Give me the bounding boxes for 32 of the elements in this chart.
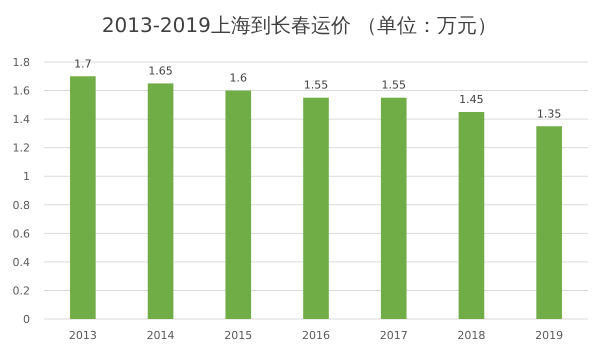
data-label: 1.7: [74, 57, 92, 70]
bar: [70, 76, 96, 319]
y-tick-label: 1.6: [12, 84, 30, 98]
x-tick-label: 2019: [535, 329, 564, 342]
bar: [225, 90, 252, 319]
y-tick-label: 1.8: [12, 56, 30, 69]
x-tick-label: 2014: [146, 329, 175, 342]
bar: [380, 98, 407, 319]
y-tick-label: 0: [23, 313, 30, 326]
data-label: 1.45: [459, 92, 484, 106]
data-label: 1.55: [304, 78, 328, 92]
x-tick-label: 2016: [302, 329, 330, 342]
y-tick-label: 0.6: [12, 227, 30, 240]
x-tick-label: 2015: [224, 329, 252, 342]
y-tick-label: 0.8: [12, 198, 30, 212]
data-label: 1.6: [230, 72, 248, 85]
chart-title: 2013-2019上海到长春运价 （单位：万元）: [102, 13, 498, 37]
data-label: 1.35: [536, 107, 562, 120]
x-tick-label: 2018: [457, 329, 486, 342]
x-tick-label: 2013: [68, 329, 97, 342]
y-tick-label: 1: [23, 170, 30, 184]
y-tick-label: 1.4: [12, 113, 30, 126]
x-tick-label: 2017: [380, 329, 408, 342]
bar: [148, 83, 174, 319]
y-tick-label: 1.2: [12, 142, 30, 155]
data-label: 1.65: [148, 64, 173, 78]
y-tick-label: 0.2: [12, 284, 30, 298]
bar: [303, 98, 329, 319]
bar: [536, 126, 562, 319]
y-tick-label: 0.4: [12, 256, 30, 269]
data-label: 1.55: [381, 78, 406, 92]
bar: [458, 112, 484, 319]
